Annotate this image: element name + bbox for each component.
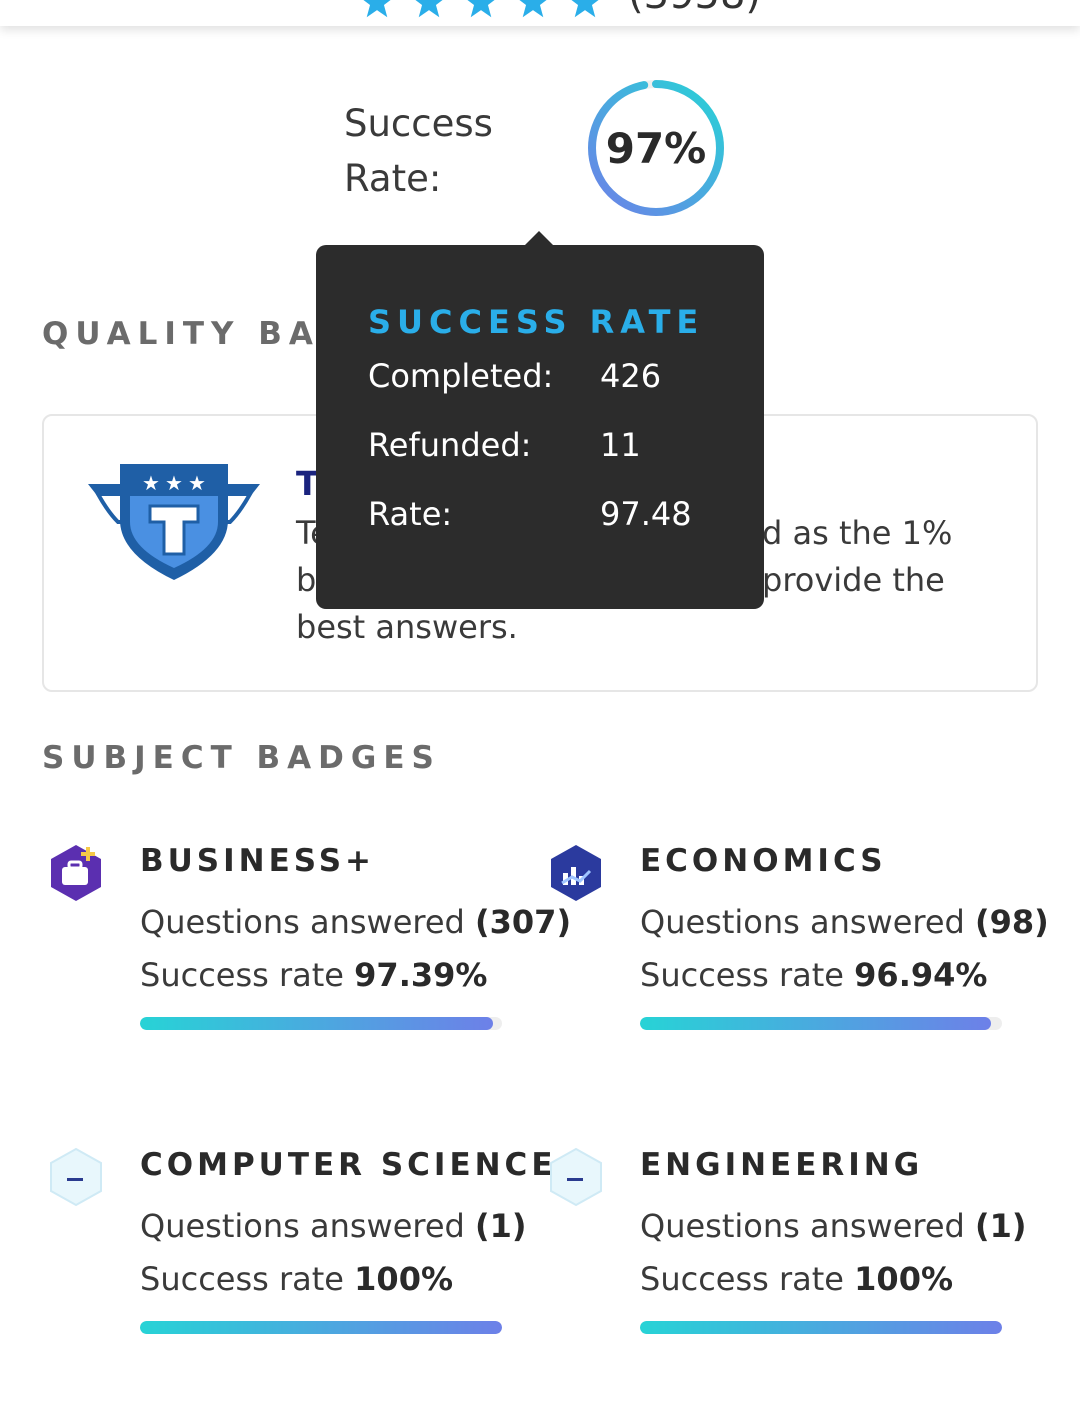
tooltip-row-completed: Completed: 426 [368,357,662,395]
subject-badge-computer-science[interactable]: COMPUTER SCIENCE Questions answered (1) … [48,1147,553,1367]
top-expert-shield-icon: ★ ★ ★ [88,464,260,580]
svg-text:★: ★ [142,471,160,495]
subject-badge-business[interactable]: BUSINESS+ Questions answered (307) Succe… [48,843,571,1063]
subject-badges-title: SUBJECT BADGES [42,740,441,776]
progress-bar [140,1321,502,1334]
success-rate-percent: 97% [605,123,707,173]
star-icon [519,0,547,18]
star-icon [467,0,495,18]
subject-badge-engineering[interactable]: ENGINEERING Questions answered (1) Succe… [548,1147,1027,1367]
tooltip-title: SUCCESS RATE [368,303,705,341]
progress-bar [640,1321,1002,1334]
tooltip-row-rate: Rate: 97.48 [368,495,692,533]
tooltip-row-refunded: Refunded: 11 [368,426,641,464]
rating-header: (3958) [0,0,1080,26]
dash-icon [50,1147,102,1207]
success-rate-ring[interactable] [584,76,728,220]
star-icon [363,0,391,18]
review-count: (3958) [628,0,761,18]
progress-bar [140,1017,502,1030]
briefcase-plus-icon [51,845,101,901]
svg-text:★: ★ [165,471,183,495]
quality-badge-title: T [296,464,319,503]
subject-badge-economics[interactable]: ECONOMICS Questions answered (98) Succes… [548,843,1049,1063]
tooltip-arrow [525,231,553,245]
rating-stars [358,0,604,22]
dash-icon [550,1147,602,1207]
economics-chart-icon [551,845,601,901]
star-icon [571,0,599,18]
svg-text:★: ★ [188,471,206,495]
progress-bar [640,1017,1002,1030]
star-icon [415,0,443,18]
success-rate-tooltip: SUCCESS RATE Completed: 426 Refunded: 11… [316,245,764,609]
success-rate-label: Success Rate: [344,102,493,200]
